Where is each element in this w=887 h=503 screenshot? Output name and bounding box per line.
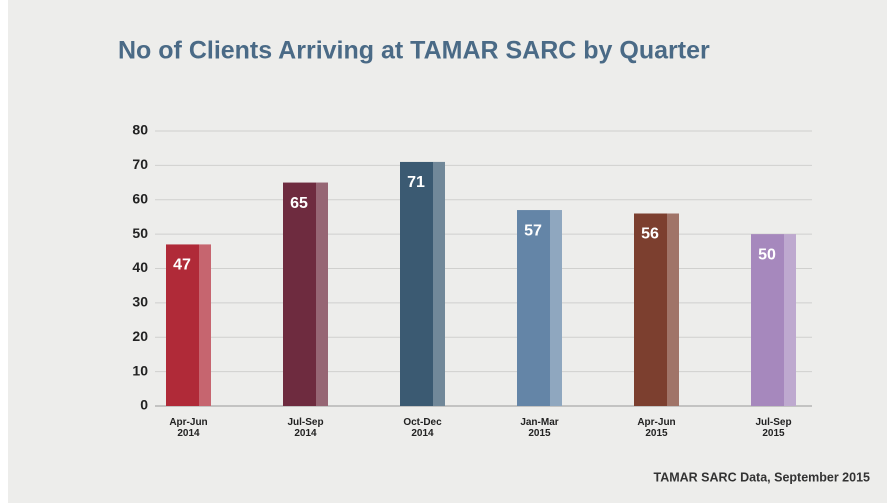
x-tick-label: Oct-Dec 2014 <box>403 417 442 439</box>
y-tick-label: 70 <box>132 156 148 172</box>
bar <box>751 234 796 406</box>
x-tick-label-line: Jul-Sep <box>755 417 791 428</box>
x-tick-label-line: 2014 <box>411 428 434 439</box>
x-tick-label: Jan-Mar 2015 <box>520 417 558 439</box>
x-tick-label-line: Apr-Jun <box>637 417 675 428</box>
bar <box>634 213 679 406</box>
bar-highlight <box>667 213 679 406</box>
bar-highlight <box>550 210 562 406</box>
x-tick-label-line: Jan-Mar <box>520 417 558 428</box>
x-tick-label-line: 2014 <box>294 428 317 439</box>
x-tick-label-line: 2014 <box>177 428 200 439</box>
value-label: 71 <box>407 174 425 191</box>
y-tick-label: 40 <box>132 259 148 275</box>
source-note: TAMAR SARC Data, September 2015 <box>654 470 871 484</box>
x-tick-label: Apr-Jun 2015 <box>637 417 675 439</box>
bar-highlight <box>199 244 211 406</box>
y-tick-label: 0 <box>140 397 148 413</box>
bar <box>400 161 445 406</box>
x-tick-label-line: Apr-Jun <box>169 417 207 428</box>
x-tick-label-line: Jul-Sep <box>287 417 323 428</box>
value-label: 65 <box>290 195 308 212</box>
bar-highlight <box>784 234 796 406</box>
y-tick-label: 80 <box>132 122 148 138</box>
value-label: 56 <box>641 226 659 243</box>
x-tick-label: Jul-Sep 2014 <box>287 417 323 439</box>
value-label: 47 <box>173 257 191 274</box>
value-label: 50 <box>758 246 776 263</box>
bar <box>283 182 328 406</box>
y-tick-label: 30 <box>132 294 148 310</box>
y-tick-label: 10 <box>132 362 148 378</box>
x-tick-label-line: Oct-Dec <box>403 417 442 428</box>
chart-title: No of Clients Arriving at TAMAR SARC by … <box>118 37 710 65</box>
y-tick-label: 50 <box>132 225 148 241</box>
bar-highlight <box>316 182 328 406</box>
x-tick-label: Jul-Sep 2015 <box>755 417 791 439</box>
x-tick-label-line: 2015 <box>762 428 785 439</box>
x-tick-label-line: 2015 <box>645 428 668 439</box>
bar <box>517 210 562 406</box>
y-tick-label: 20 <box>132 328 148 344</box>
bar <box>166 244 211 406</box>
x-tick-label-line: 2015 <box>528 428 551 439</box>
background <box>8 0 887 503</box>
y-tick-label: 60 <box>132 190 148 206</box>
value-label: 57 <box>524 222 542 239</box>
bar-highlight <box>433 161 445 406</box>
x-tick-label: Apr-Jun 2014 <box>169 417 207 439</box>
